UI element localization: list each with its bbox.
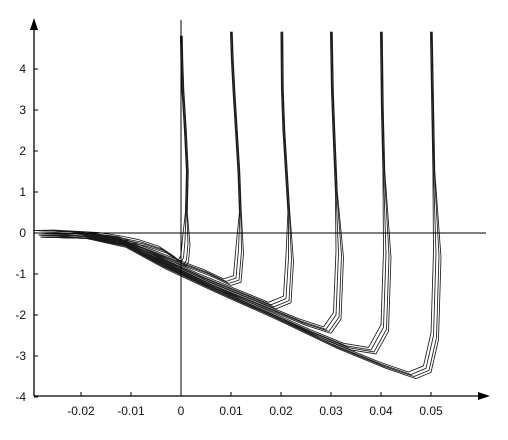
y-tick-label: -4	[15, 390, 26, 404]
series-1-trace	[40, 35, 191, 268]
x-tick-label: -0.02	[67, 404, 95, 418]
x-tick-label: 0.01	[219, 404, 243, 418]
x-tick-label: -0.01	[117, 404, 145, 418]
series-5-trace	[33, 31, 384, 348]
x-tick-label: 0.05	[419, 404, 443, 418]
y-axis-ticks: -4 -3 -2 -1 0 1 2 3 4	[15, 62, 38, 404]
x-tick-label: 0.03	[319, 404, 343, 418]
y-tick-label: -2	[15, 308, 26, 322]
series-3-trace	[33, 31, 289, 303]
y-tick-label: 3	[19, 103, 26, 117]
series-2-trace	[38, 31, 242, 284]
series-1-trace	[35, 35, 188, 263]
series-6-trace	[33, 31, 434, 373]
y-tick-label: -3	[15, 349, 26, 363]
series-2-trace	[33, 31, 240, 280]
series-5-trace	[40, 31, 392, 355]
series-6-trace	[35, 31, 437, 375]
series-1	[33, 35, 191, 268]
series-1-trace	[33, 35, 187, 261]
series-4-trace	[33, 31, 337, 328]
series-6-trace	[38, 31, 440, 377]
y-tick-label: 1	[19, 185, 26, 199]
y-tick-label: 0	[19, 226, 26, 240]
x-tick-label: 0	[178, 404, 185, 418]
x-tick-label: 0.04	[369, 404, 393, 418]
y-tick-label: 2	[19, 144, 26, 158]
x-tick-label: 0.02	[269, 404, 293, 418]
y-tick-label: -1	[15, 267, 26, 281]
y-tick-label: 4	[19, 62, 26, 76]
y-axis-arrow-icon	[30, 18, 38, 30]
series-4-trace	[40, 31, 344, 334]
plot-curves	[33, 31, 442, 380]
series-3-trace	[38, 31, 292, 308]
series-4	[33, 31, 344, 334]
series-4-trace	[38, 31, 342, 332]
series-6	[33, 31, 442, 380]
x-axis-arrow-icon	[478, 392, 490, 400]
x-axis-ticks: -0.02 -0.01 0 0.01 0.02 0.03 0.04 0.05	[67, 392, 443, 418]
series-6-trace	[40, 31, 442, 380]
